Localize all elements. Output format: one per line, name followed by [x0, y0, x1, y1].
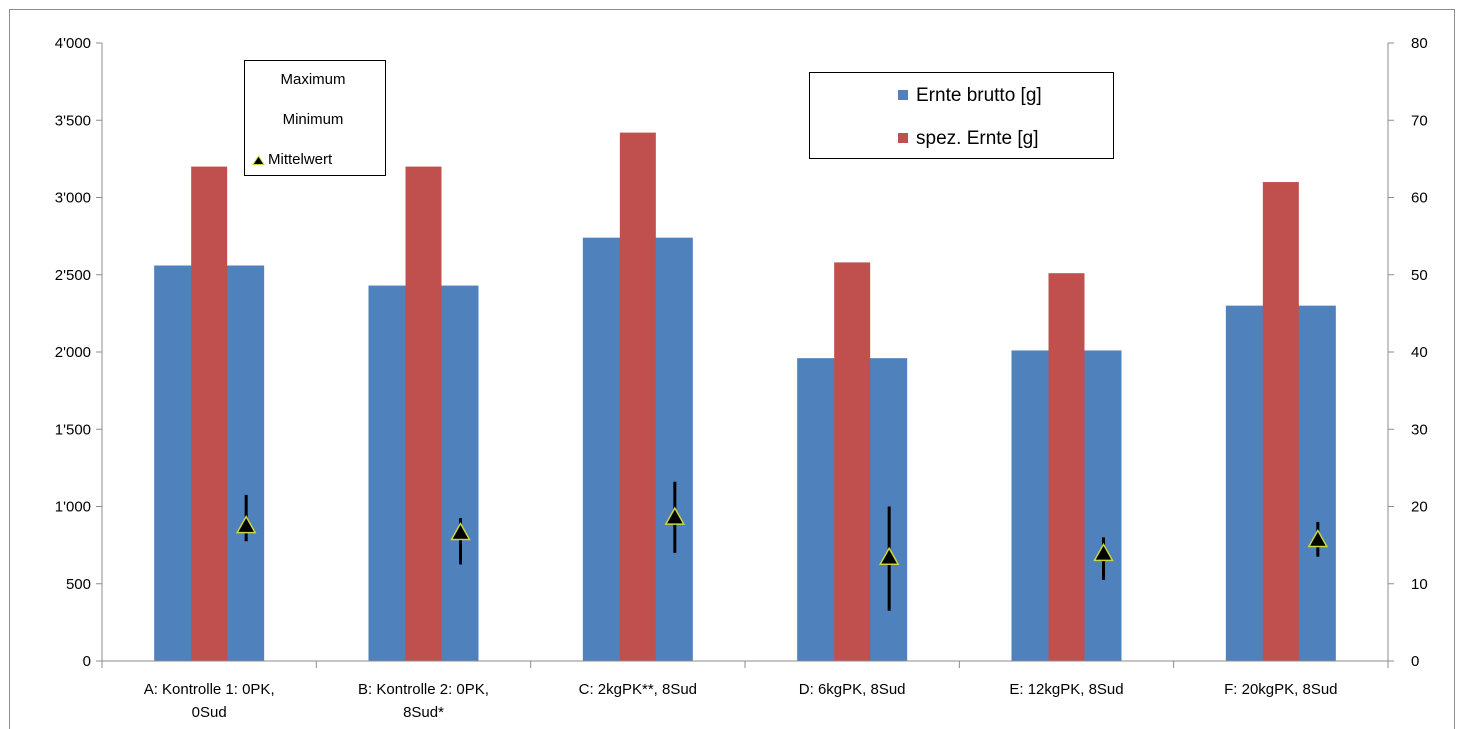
- mean-marker-5: [1307, 528, 1329, 548]
- legend-stats-box: [244, 60, 386, 176]
- mean-marker-1: [450, 522, 471, 541]
- y-right-tick-label-1: 10: [1411, 576, 1428, 593]
- y-right-tick-label-2: 20: [1411, 499, 1428, 516]
- y-right-tick-label-6: 60: [1411, 190, 1428, 207]
- y-left-tick-label-7: 3'500: [55, 112, 91, 129]
- y-left-tick-label-5: 2'500: [55, 267, 91, 284]
- legend-series: Ernte brutto [g] spez. Ernte [g]: [809, 72, 1114, 159]
- bar-spez-ernte-1: [405, 166, 442, 661]
- y-left-tick-label-0: 0: [83, 653, 91, 670]
- mean-marker-4: [1093, 542, 1114, 562]
- legend-label-spez-ernte: spez. Ernte [g]: [916, 128, 1039, 149]
- legend-series-box: [809, 72, 1114, 159]
- axes-layer: 05001'0001'5002'0002'5003'0003'5004'0000…: [55, 35, 1428, 721]
- x-tick-label-line: A: Kontrolle 1: 0PK,: [144, 681, 275, 698]
- x-tick-label-line: B: Kontrolle 2: 0PK,: [358, 681, 489, 698]
- bar-spez-ernte-0: [191, 166, 228, 661]
- legend-swatch-ernte-brutto: [898, 90, 908, 100]
- y-left-tick-label-6: 3'000: [55, 190, 91, 207]
- x-tick-label-2: C: 2kgPK**, 8Sud: [579, 681, 697, 698]
- x-tick-label-3: D: 6kgPK, 8Sud: [799, 681, 906, 698]
- x-tick-label-line: C: 2kgPK**, 8Sud: [579, 681, 697, 698]
- y-left-tick-label-3: 1'500: [55, 421, 91, 438]
- mean-marker-0: [235, 515, 257, 534]
- legend-label-ernte-brutto: Ernte brutto [g]: [916, 85, 1042, 106]
- legend-mean: Mittelwert: [268, 151, 333, 168]
- bar-spez-ernte-2: [619, 132, 656, 662]
- x-tick-label-line: F: 20kgPK, 8Sud: [1224, 681, 1337, 698]
- y-left-tick-label-1: 500: [66, 576, 91, 593]
- x-tick-label-5: F: 20kgPK, 8Sud: [1224, 681, 1337, 698]
- legend-minimum: Minimum: [283, 111, 344, 128]
- x-tick-label-4: E: 12kgPK, 8Sud: [1009, 681, 1123, 698]
- bar-spez-ernte-4: [1048, 273, 1085, 661]
- x-tick-label-line: D: 6kgPK, 8Sud: [799, 681, 906, 698]
- y-right-tick-label-3: 30: [1411, 421, 1428, 438]
- x-tick-label-0: A: Kontrolle 1: 0PK, 0Sud: [144, 681, 275, 721]
- y-right-tick-label-0: 0: [1411, 653, 1419, 670]
- x-tick-label-line: 8Sud*: [403, 704, 444, 721]
- legend-mean-marker: [252, 155, 265, 165]
- bar-spez-ernte-5: [1262, 182, 1299, 662]
- x-tick-label-line: E: 12kgPK, 8Sud: [1009, 681, 1123, 698]
- x-tick-label-line: 0Sud: [192, 704, 227, 721]
- mean-marker-3: [878, 546, 900, 566]
- y-right-tick-label-4: 40: [1411, 344, 1428, 361]
- bar-spez-ernte-3: [834, 262, 871, 661]
- range-layer: [235, 481, 1329, 611]
- y-left-tick-label-2: 1'000: [55, 499, 91, 516]
- y-left-tick-label-4: 2'000: [55, 344, 91, 361]
- legend-stats: Maximum Minimum Mittelwert: [244, 60, 386, 176]
- y-left-tick-label-8: 4'000: [55, 35, 91, 52]
- y-right-tick-label-7: 70: [1411, 112, 1428, 129]
- y-right-tick-label-8: 80: [1411, 35, 1428, 52]
- legend-swatch-spez-ernte: [898, 133, 908, 143]
- x-tick-label-1: B: Kontrolle 2: 0PK, 8Sud*: [358, 681, 489, 721]
- mean-marker-2: [664, 506, 686, 525]
- legend-maximum: Maximum: [280, 71, 345, 88]
- y-right-tick-label-5: 50: [1411, 267, 1428, 284]
